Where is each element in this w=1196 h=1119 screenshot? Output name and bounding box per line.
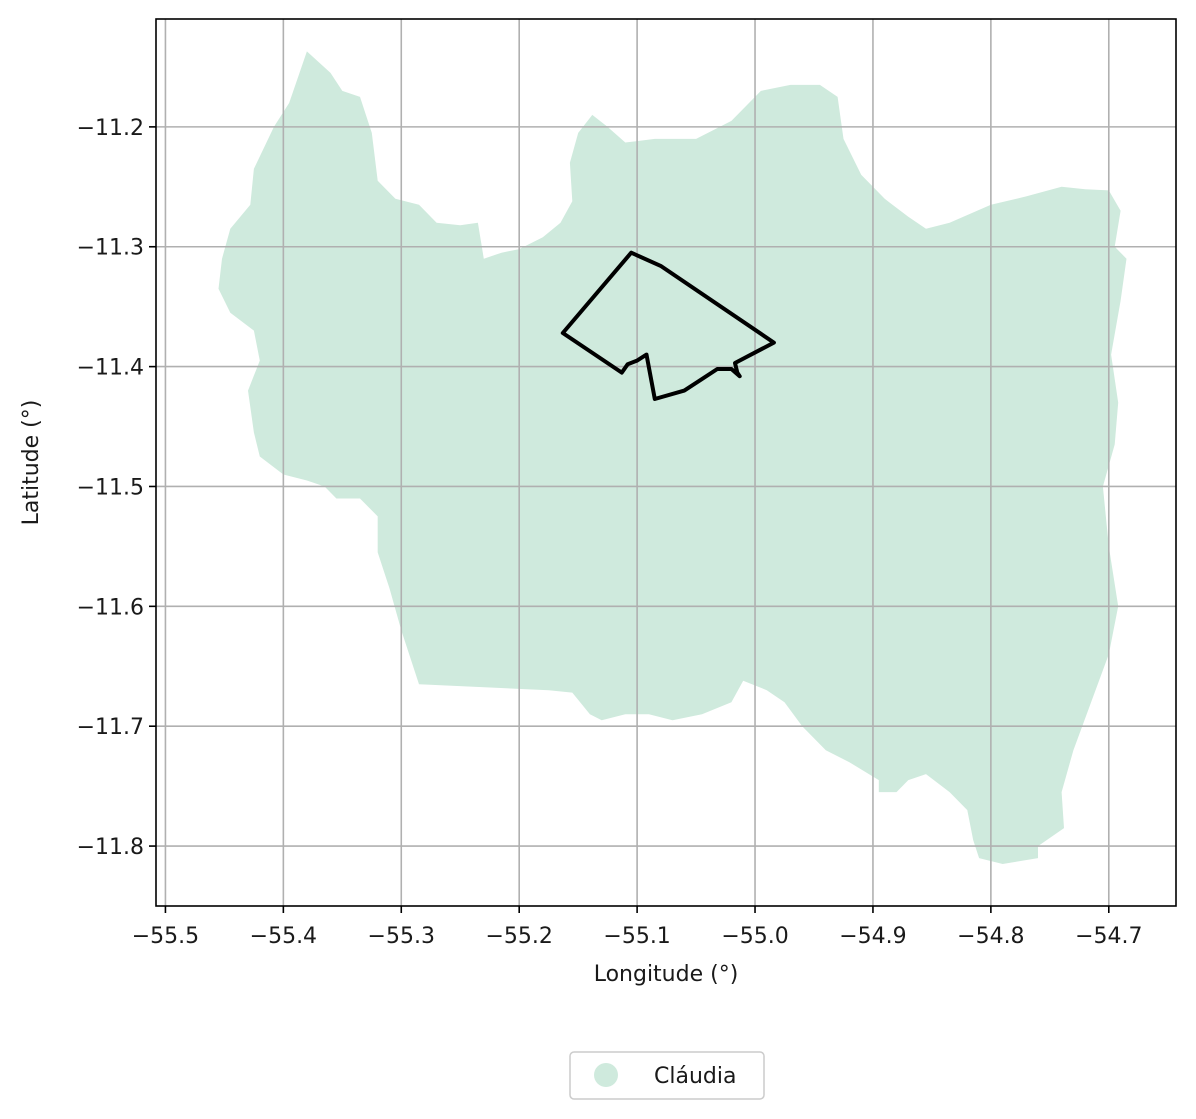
x-axis-label: Longitude (°) <box>594 962 739 987</box>
x-tick-label: −54.9 <box>839 924 906 949</box>
route-line <box>560 250 776 401</box>
legend-box <box>569 1051 765 1100</box>
x-tick-label: −55.5 <box>132 924 199 949</box>
y-tick-label: −11.3 <box>77 236 144 261</box>
y-tick-label: −11.7 <box>77 715 144 740</box>
y-tick-label: −11.8 <box>77 835 144 860</box>
region-claudia <box>218 51 1127 864</box>
x-tick-label: −55.1 <box>603 924 670 949</box>
y-tick-label: −11.5 <box>77 475 144 500</box>
region-layer <box>218 51 1127 864</box>
legend: Cláudia <box>569 1051 765 1100</box>
y-tick-label: −11.2 <box>77 116 144 141</box>
y-tick-label: −11.4 <box>77 356 144 381</box>
x-tick-label: −55.0 <box>721 924 788 949</box>
x-axis-ticks: −55.5 −55.4 −55.3 −55.2 −55.1 −55.0 −54.9 −54.8… <box>132 906 1142 949</box>
plot-frame <box>155 18 1177 907</box>
legend-label-claudia: Cláudia <box>654 1064 736 1089</box>
y-tick-label: −11.6 <box>77 595 144 620</box>
x-tick-label: −55.2 <box>485 924 552 949</box>
route-layer <box>560 250 776 401</box>
x-tick-label: −55.4 <box>250 924 317 949</box>
y-axis-label: Latitude (°) <box>19 400 44 526</box>
y-axis-ticks: −11.2 −11.3 −11.4 −11.5 −11.6 −11.7 −11.8 <box>77 116 156 860</box>
x-tick-label: −54.8 <box>957 924 1024 949</box>
legend-marker-claudia <box>594 1063 618 1087</box>
x-tick-label: −54.7 <box>1075 924 1142 949</box>
grid-layer <box>156 19 1176 906</box>
x-tick-label: −55.3 <box>368 924 435 949</box>
